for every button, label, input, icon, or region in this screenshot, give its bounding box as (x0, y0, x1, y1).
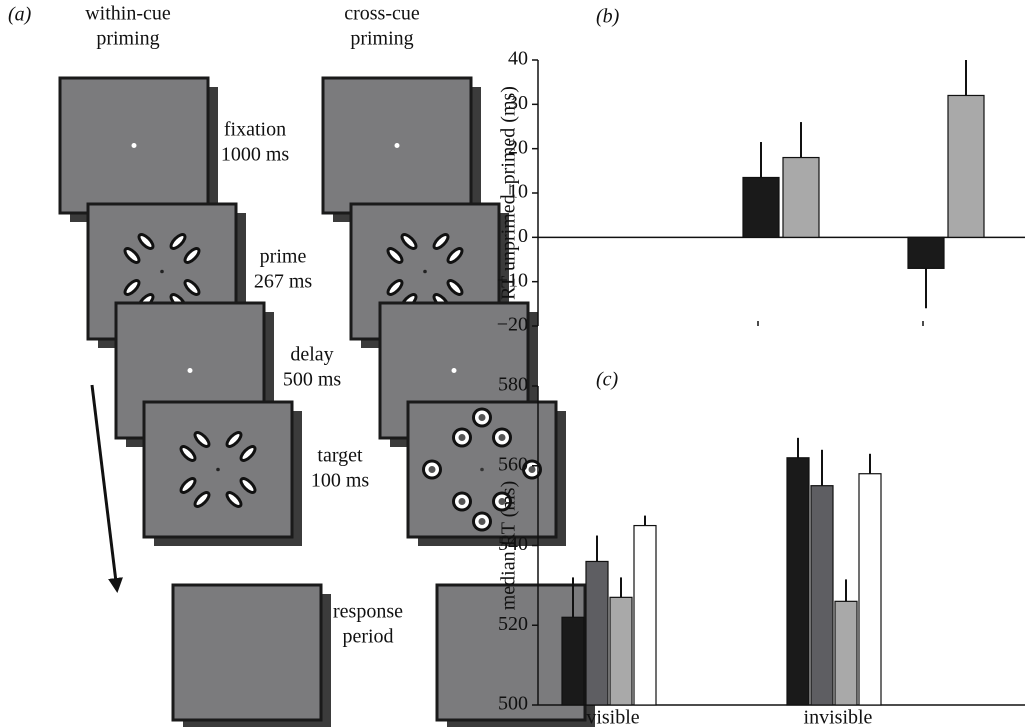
grating (179, 477, 197, 494)
grating (400, 233, 418, 250)
grating (169, 233, 187, 250)
stage-label: prime (260, 246, 307, 268)
bar (947, 94, 985, 238)
y-tick-label: 20 (508, 136, 528, 158)
bar (633, 524, 657, 706)
stage-label: 1000 ms (221, 144, 290, 166)
fixation-dot (451, 368, 457, 373)
bar (858, 473, 882, 706)
fixation-dot (394, 143, 400, 148)
grating (432, 233, 450, 250)
stage-label: 267 ms (254, 271, 313, 293)
y-tick-label: −10 (497, 269, 528, 291)
y-tick-label: 560 (498, 453, 528, 475)
bar (742, 176, 780, 238)
column-header: cross-cue (344, 3, 420, 25)
grating (225, 491, 243, 508)
panel-label: (c) (596, 369, 619, 391)
column-header: priming (350, 28, 413, 50)
ring-center (498, 434, 506, 441)
frame (171, 583, 323, 722)
grating (193, 431, 211, 448)
bar (834, 600, 858, 706)
y-tick-label: 0 (518, 225, 528, 247)
grating (183, 247, 201, 264)
y-tick-label: 580 (498, 374, 528, 396)
bar (907, 236, 945, 269)
grating (179, 445, 197, 462)
fixation-dot (216, 467, 220, 472)
column-header: within-cue (85, 3, 171, 25)
panel-label: (a) (8, 4, 32, 26)
grating (123, 279, 141, 296)
stage-label: target (317, 445, 363, 467)
y-axis-label: RT unprimed–primed (ms) (498, 86, 520, 300)
ring-center (478, 518, 486, 525)
ring-center (428, 466, 436, 473)
fixation-dot (480, 467, 484, 472)
grating (386, 247, 404, 264)
y-tick-label: 40 (508, 48, 528, 70)
frame (435, 583, 587, 722)
grating (446, 279, 464, 296)
y-tick-label: −20 (497, 314, 528, 336)
grating (446, 247, 464, 264)
stage-label: response (333, 601, 403, 623)
stage-label: period (342, 626, 393, 648)
time-arrow (90, 384, 123, 593)
y-tick-label: 500 (498, 693, 528, 715)
y-axis-label: median RT (ms) (498, 481, 520, 611)
y-tick-label: 520 (498, 613, 528, 635)
grating (386, 279, 404, 296)
grating (225, 431, 243, 448)
bar (609, 596, 633, 706)
stage-label: delay (290, 344, 333, 366)
ring-center (478, 414, 486, 421)
column-header: priming (96, 28, 159, 50)
grating (239, 445, 257, 462)
x-tick-label: visible (586, 707, 639, 727)
bar (810, 485, 834, 706)
fixation-dot (187, 368, 193, 373)
ring-center (458, 498, 466, 505)
grating (193, 491, 211, 508)
y-tick-label: 30 (508, 92, 528, 114)
y-tick-label: 540 (498, 533, 528, 555)
fixation-dot (423, 269, 427, 274)
panel-label: (b) (596, 6, 620, 28)
bar (786, 457, 810, 706)
grating (123, 247, 141, 264)
panel-a: (a) within-cue priming cross-cue priming fixa… (8, 3, 595, 727)
fixation-dot (160, 269, 164, 274)
grating (239, 477, 257, 494)
ring-center (528, 466, 536, 473)
stage-label: fixation (224, 119, 286, 141)
y-tick-label: 10 (508, 181, 528, 203)
charts: (b) RT unprimed–primed (ms) −20 −10 0 10 20 30 4… (497, 6, 1025, 727)
ring-center (458, 434, 466, 441)
bar (585, 560, 609, 706)
bar (561, 616, 585, 706)
x-tick-label: invisible (804, 707, 873, 727)
grating (137, 233, 155, 250)
ring-center (498, 498, 506, 505)
grating (183, 279, 201, 296)
stage-label: 100 ms (311, 470, 370, 492)
fixation-dot (131, 143, 137, 148)
stage-label: 500 ms (283, 369, 342, 391)
bar (782, 156, 820, 238)
